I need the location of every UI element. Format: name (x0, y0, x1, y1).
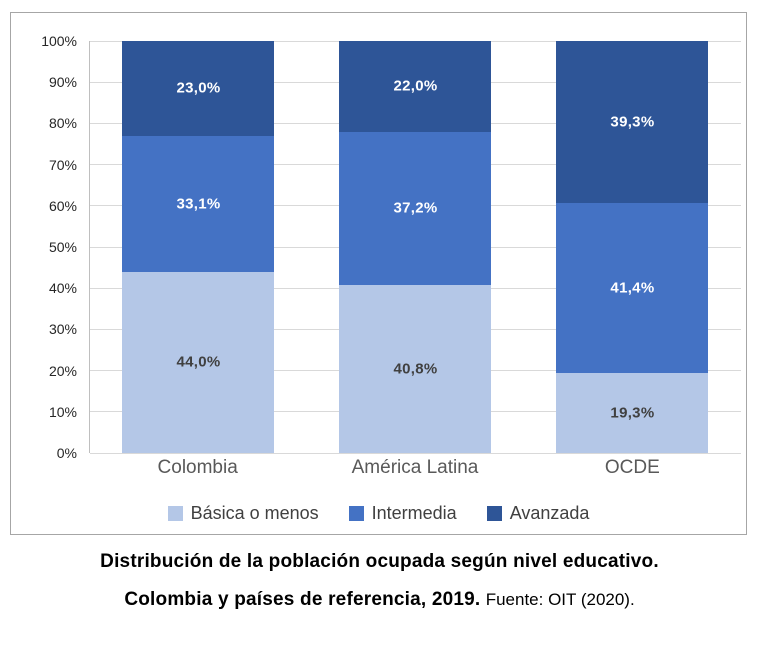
bar-ocde: 19,3% 41,4% 39,3% (556, 41, 709, 453)
bar-segment-básica-o-menos: 40,8% (339, 284, 492, 453)
bar-colombia: 44,0% 33,1% 23,0% (122, 41, 275, 453)
bar-segment-avanzada: 23,0% (122, 41, 275, 136)
chart-caption: Distribución de la población ocupada seg… (0, 551, 759, 611)
legend: Básica o menos Intermedia Avanzada (11, 503, 746, 524)
y-tick-label: 20% (48, 362, 77, 379)
x-axis-label-américa-latina: América Latina (351, 457, 479, 478)
y-axis: 100% 90% 80% 70% 60% 50% 40% 30% 20% 10% 0% (11, 33, 83, 461)
legend-swatch (486, 506, 502, 521)
gridline (90, 452, 741, 454)
plot-area: 44,0% 33,1% 23,0% 40,8% 37,2% 22,0% 19,3% 41,4%… (89, 40, 741, 454)
y-tick-label: 40% (48, 280, 77, 297)
y-tick-label: 60% (48, 197, 77, 214)
bar-slot-ocde: 19,3% 41,4% 39,3% (524, 41, 741, 453)
y-tick-label: 70% (48, 156, 77, 173)
gridline (90, 40, 741, 42)
bar-slot-américa-latina: 40,8% 37,2% 22,0% (307, 41, 524, 453)
caption-line1: Distribución de la población ocupada seg… (100, 551, 659, 572)
caption-line2: Colombia y países de referencia, 2019. F… (0, 589, 759, 611)
bar-segment-avanzada: 39,3% (556, 41, 709, 203)
bar-segment-value: 40,8% (393, 360, 438, 378)
legend-item-básica-o-menos: Básica o menos (167, 503, 319, 524)
bar-segment-value: 23,0% (176, 79, 221, 97)
bars: 44,0% 33,1% 23,0% 40,8% 37,2% 22,0% 19,3% 41,4%… (90, 41, 741, 453)
y-tick-label: 90% (48, 74, 77, 91)
legend-label: Básica o menos (190, 503, 319, 523)
bar-segment-intermedia: 41,4% (556, 202, 709, 374)
y-tick-label: 50% (48, 239, 77, 255)
bar-segment-value: 19,3% (610, 404, 655, 422)
bar-slot-colombia: 44,0% 33,1% 23,0% (90, 41, 307, 453)
bar-segment-value: 41,4% (610, 279, 655, 297)
caption-source: Fuente: OIT (2020). (485, 590, 635, 609)
y-tick-label: 100% (41, 33, 77, 49)
x-axis-label-colombia: Colombia (157, 457, 238, 478)
y-tick-label: 0% (56, 445, 77, 461)
caption-line2-bold: Colombia y países de referencia, 2019. (124, 589, 481, 610)
y-tick-label: 10% (48, 403, 77, 420)
legend-item-intermedia: Intermedia (348, 503, 457, 524)
chart-panel: 100% 90% 80% 70% 60% 50% 40% 30% 20% 10% 0% 44,0% 3… (10, 12, 747, 535)
bar-segment-básica-o-menos: 44,0% (122, 271, 275, 453)
bar-américa-latina: 40,8% 37,2% 22,0% (339, 41, 492, 453)
y-tick-label: 30% (48, 321, 77, 338)
legend-item-avanzada: Avanzada (486, 503, 590, 524)
y-tick-label: 80% (48, 115, 77, 132)
bar-segment-value: 39,3% (610, 113, 655, 131)
bar-segment-value: 33,1% (176, 195, 221, 213)
bar-segment-intermedia: 37,2% (339, 131, 492, 285)
bar-segment-value: 22,0% (393, 77, 438, 95)
bar-segment-value: 44,0% (176, 353, 221, 371)
x-axis-label-ocde: OCDE (604, 457, 660, 478)
legend-swatch (167, 506, 183, 521)
bar-segment-value: 37,2% (393, 199, 438, 217)
legend-label: Intermedia (371, 503, 457, 523)
bar-segment-básica-o-menos: 19,3% (556, 373, 709, 453)
legend-label: Avanzada (509, 503, 590, 523)
bar-segment-intermedia: 33,1% (122, 135, 275, 272)
legend-swatch (348, 506, 364, 521)
bar-segment-avanzada: 22,0% (339, 41, 492, 132)
x-axis-labels: Colombia América Latina OCDE (89, 457, 741, 479)
